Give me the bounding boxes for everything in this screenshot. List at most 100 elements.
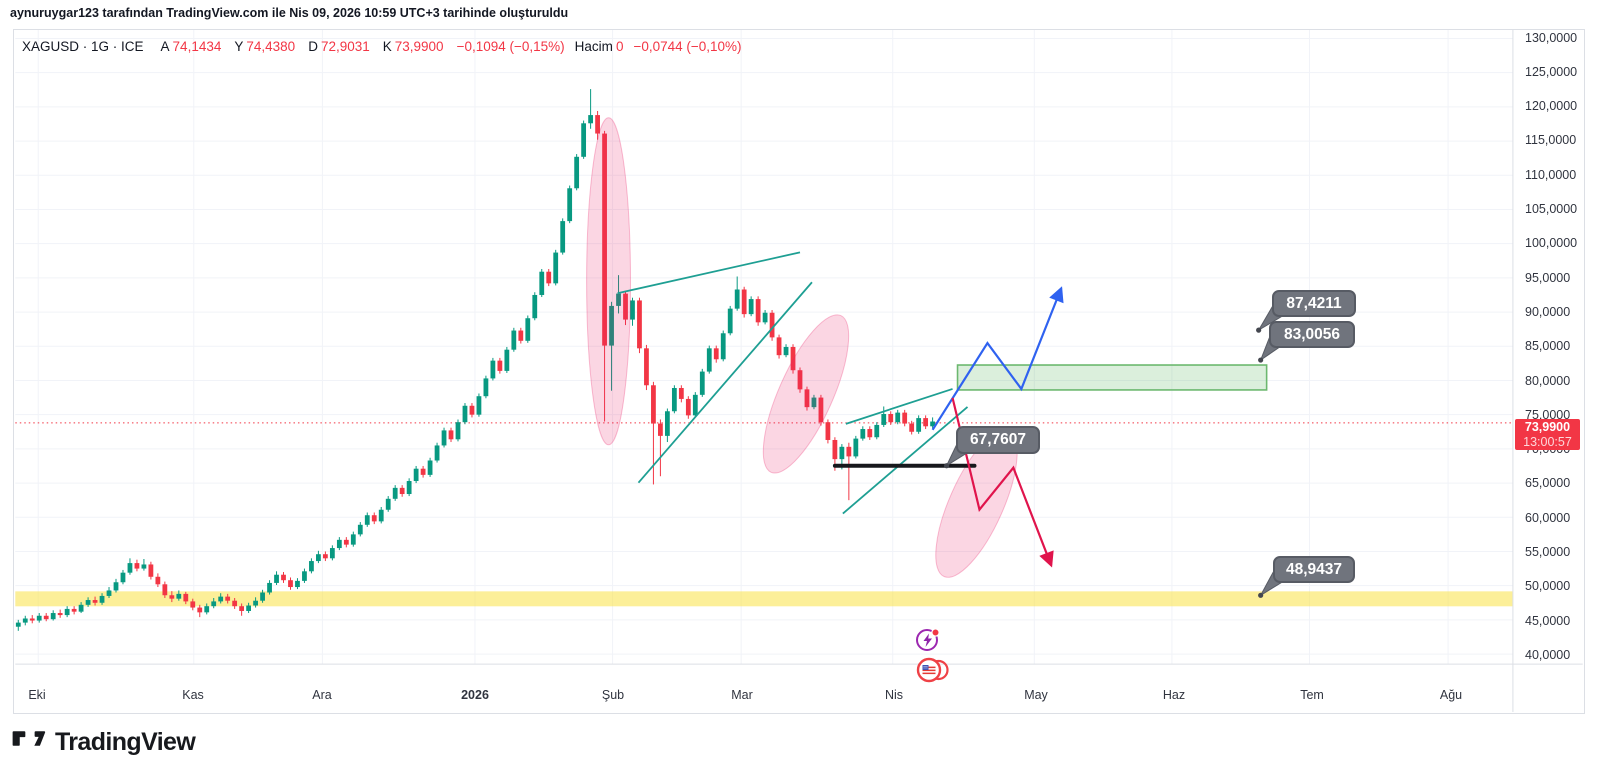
candle-body xyxy=(343,539,349,545)
candle-body xyxy=(15,622,21,627)
candle-body xyxy=(748,299,754,315)
ohlc-K: K 73,9900 xyxy=(382,39,444,54)
time-tick-label: Kas xyxy=(182,688,204,702)
candle-body xyxy=(357,524,363,535)
candle-body xyxy=(392,487,398,499)
candle-body xyxy=(113,582,119,591)
candle-body xyxy=(85,600,91,605)
price-change: −0,1094 (−0,15%) xyxy=(456,39,565,54)
bar-countdown: 13:00:57 xyxy=(1523,435,1572,449)
price-tick-label: 105,0000 xyxy=(1525,202,1578,216)
candle-body xyxy=(776,337,782,356)
candle-body xyxy=(232,600,238,607)
candle-body xyxy=(204,606,210,613)
pink-ellipse-annotation xyxy=(586,117,631,446)
candle-body xyxy=(120,572,126,583)
candle-body xyxy=(134,563,140,569)
price-label-anchor-dot xyxy=(943,463,950,469)
time-tick-label: Ağu xyxy=(1439,688,1463,702)
price-callout-label: 48,9437 xyxy=(1273,556,1355,583)
time-tick-label: Şub xyxy=(601,688,625,702)
candle-body xyxy=(874,424,880,438)
time-tick-label: Nis xyxy=(884,688,904,702)
candle-body xyxy=(846,446,852,457)
candle-body xyxy=(281,574,286,581)
candle-body xyxy=(616,293,621,306)
candle-body xyxy=(699,371,705,395)
candle-body xyxy=(64,608,70,616)
candle-body xyxy=(860,429,866,439)
price-label-anchor-dot xyxy=(1258,357,1264,363)
candle-body xyxy=(295,580,300,588)
candle-body xyxy=(720,333,726,360)
candle-body xyxy=(322,554,328,559)
teal-trendline xyxy=(842,406,969,515)
candle-body xyxy=(518,330,524,341)
candle-body xyxy=(539,271,545,295)
tradingview-logo-text: TradingView xyxy=(55,728,196,756)
green-target-zone xyxy=(956,364,1268,391)
chart-pane[interactable] xyxy=(14,30,1584,713)
price-tick-label: 55,0000 xyxy=(1525,545,1571,559)
price-tick-label: 80,0000 xyxy=(1525,373,1571,388)
price-tick-label: 115,0000 xyxy=(1525,133,1577,148)
candle-body xyxy=(267,582,272,593)
bullish-projection-arrow xyxy=(931,286,1064,431)
candle-body xyxy=(923,418,929,427)
candle-body xyxy=(602,133,607,346)
price-label-anchor-dot xyxy=(1258,592,1264,598)
candle-body xyxy=(832,439,838,460)
candle-body xyxy=(92,600,98,603)
price-tick-label: 60,0000 xyxy=(1525,510,1571,525)
candle-body xyxy=(483,378,489,397)
candle-body xyxy=(839,446,845,460)
ohlc-D: D 72,9031 xyxy=(308,39,370,54)
candle-body xyxy=(811,397,817,408)
candle-body xyxy=(685,398,691,416)
candle-body xyxy=(762,312,768,323)
candle-body xyxy=(790,346,796,371)
candle-body xyxy=(532,294,538,319)
ohlc-A: A 74,1434 xyxy=(160,39,222,54)
teal-trendline xyxy=(637,281,813,484)
candle-body xyxy=(895,412,901,423)
candle-body xyxy=(399,487,405,495)
price-tick-label: 90,0000 xyxy=(1525,304,1571,319)
candle-body xyxy=(350,534,356,545)
candle-body xyxy=(378,509,384,522)
candle-body xyxy=(706,348,712,372)
candle-body xyxy=(804,389,810,408)
candle-body xyxy=(825,422,831,440)
yellow-support-band xyxy=(15,591,1513,607)
candle-body xyxy=(818,397,824,423)
candle-body xyxy=(881,413,887,425)
candle-body xyxy=(546,271,552,284)
candle-body xyxy=(329,548,335,559)
candle-body xyxy=(420,468,426,475)
candle-body xyxy=(371,515,377,522)
candle-body xyxy=(406,481,412,495)
price-tick-label: 120,0000 xyxy=(1525,99,1578,114)
candle-body xyxy=(755,299,761,323)
candle-body xyxy=(148,564,154,577)
candle-body xyxy=(909,423,915,432)
candle-body xyxy=(504,349,510,371)
candle-body xyxy=(434,445,440,461)
candle-body xyxy=(525,318,531,341)
candle-body xyxy=(141,564,147,569)
candle-body xyxy=(497,360,503,371)
candle-body xyxy=(413,468,419,482)
candle-body xyxy=(609,305,614,346)
candle-body xyxy=(302,571,307,581)
tradingview-logo[interactable]: TradingView xyxy=(12,728,196,757)
price-tick-label: 45,0000 xyxy=(1525,613,1571,628)
candle-body xyxy=(448,430,454,440)
candle-body xyxy=(853,438,859,457)
time-tick-label: Mar xyxy=(731,688,753,702)
candle-body xyxy=(78,604,84,612)
candle-body xyxy=(678,387,684,399)
candle-body xyxy=(916,418,922,432)
candle-body xyxy=(783,346,789,356)
last-price-badge: 73,9900 13:00:57 xyxy=(1515,419,1580,450)
